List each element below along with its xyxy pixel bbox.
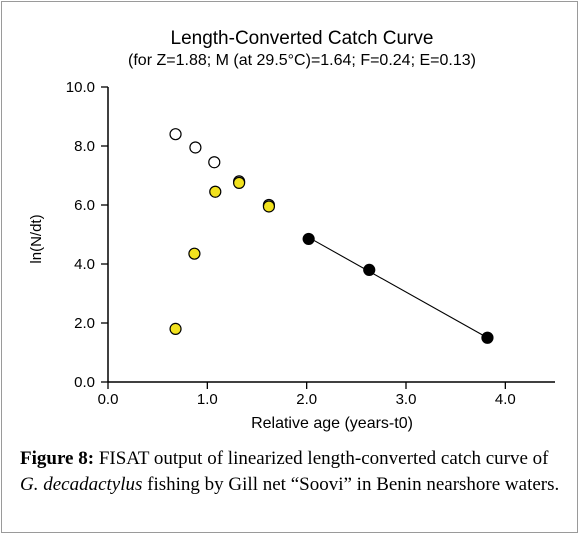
caption-label: Figure 8: (20, 448, 95, 469)
regression-line (308, 236, 488, 339)
y-tick-label: 2.0 (74, 315, 95, 332)
y-tick-label: 6.0 (74, 197, 95, 214)
data-point-yellow (262, 200, 276, 213)
caption-text-2: fishing by Gill net “Soovi” in Benin nea… (142, 474, 560, 495)
x-tick-label: 4.0 (495, 391, 516, 408)
x-tick-label: 1.0 (197, 391, 218, 408)
figure-caption: Figure 8: FISAT output of linearized len… (20, 446, 570, 498)
x-axis-label: Relative age (years-t0) (251, 415, 413, 432)
axes: 0.0 1.0 2.0 3.0 4.0 0.0 2.0 4.0 6.0 8.0 10.0 (66, 79, 555, 408)
caption-text-1: FISAT output of linearized length-conver… (94, 448, 549, 469)
data-marks (169, 128, 494, 344)
data-point-yellow (209, 185, 222, 198)
data-point-yellow (233, 176, 246, 189)
y-tick-label: 8.0 (74, 138, 95, 155)
x-tick-label: 2.0 (296, 391, 317, 408)
y-tick-label: 4.0 (74, 256, 95, 273)
data-point-filled (302, 232, 315, 246)
data-point-open (189, 141, 202, 154)
catch-curve-chart: Length-Converted Catch Curve (for Z=1.88… (28, 28, 555, 432)
data-point-filled (481, 331, 494, 344)
caption-species: G. decadactylus (20, 474, 143, 495)
y-tick-label: 0.0 (74, 374, 95, 391)
y-tick-label: 10.0 (66, 79, 95, 96)
data-point-open (169, 128, 182, 141)
y-axis-label: ln(N/dt) (28, 214, 45, 263)
x-tick-label: 0.0 (98, 391, 119, 408)
x-tick-label: 3.0 (396, 391, 417, 408)
data-point-yellow (169, 322, 182, 335)
data-point-filled (363, 263, 376, 276)
chart-subtitle: (for Z=1.88; M (at 29.5°C)=1.64; F=0.24;… (128, 52, 476, 69)
chart-title: Length-Converted Catch Curve (171, 28, 434, 49)
data-point-open (208, 156, 221, 169)
data-point-yellow (188, 247, 201, 260)
